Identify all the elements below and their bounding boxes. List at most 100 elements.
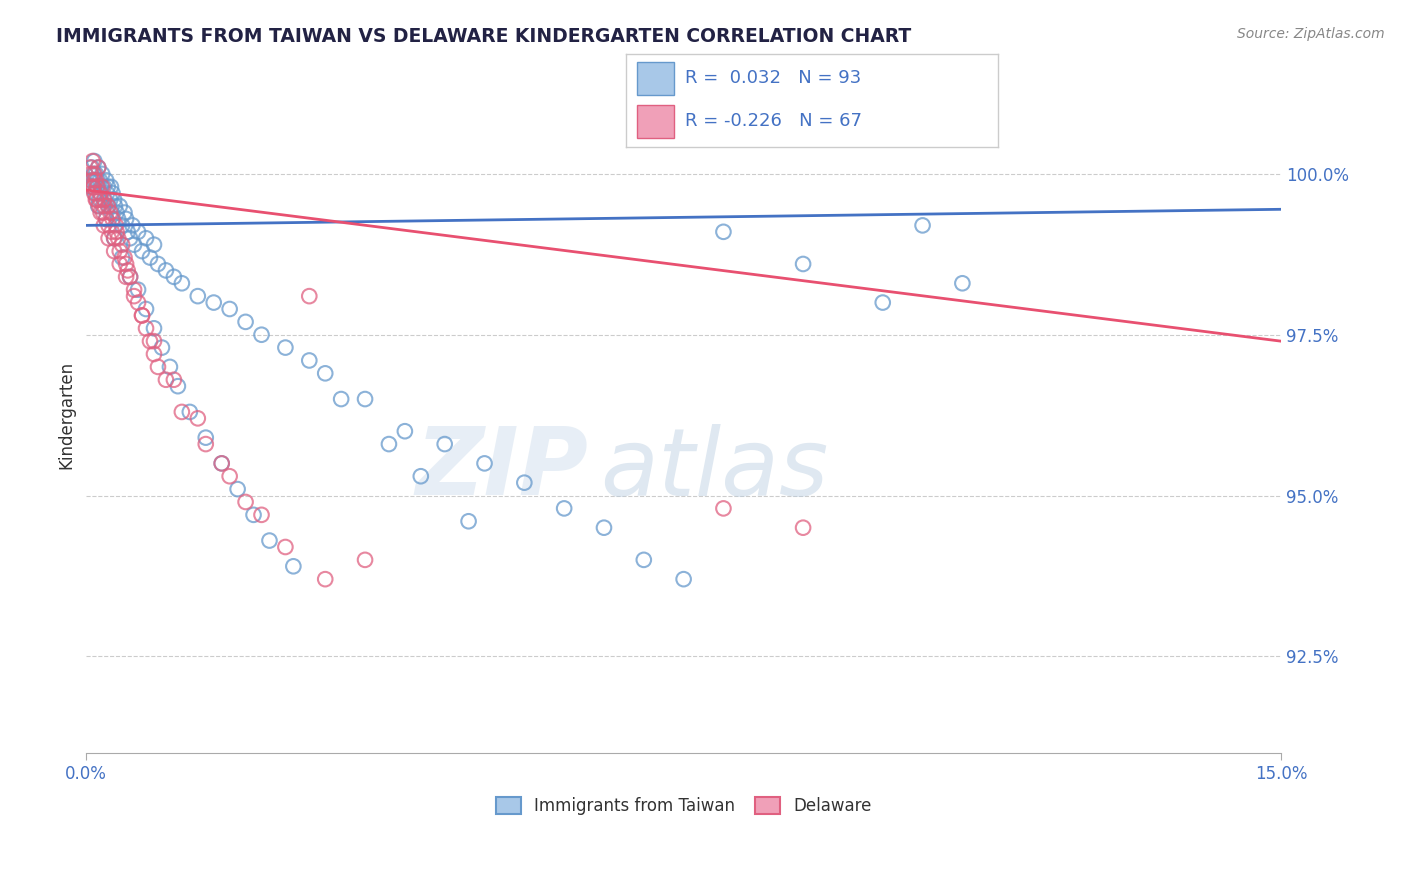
Point (87, 199, 110, 213)
Point (409, 469, 432, 483)
Point (159, 359, 181, 374)
Point (235, 315, 257, 329)
Point (120, 269, 142, 284)
Point (713, 225, 735, 239)
Point (93, 199, 115, 213)
Point (139, 334, 162, 348)
Point (90, 179, 112, 194)
Point (163, 373, 186, 387)
Point (97, 179, 120, 194)
Point (80, 179, 103, 194)
Point (218, 301, 240, 316)
Point (226, 482, 249, 496)
Point (170, 277, 193, 291)
Point (235, 495, 257, 509)
Point (242, 508, 264, 522)
Point (135, 301, 157, 316)
Point (120, 269, 142, 284)
Point (114, 205, 136, 219)
Point (97, 199, 120, 213)
Point (131, 309, 153, 323)
Point (211, 456, 233, 470)
Point (89, 186, 111, 201)
Point (194, 431, 217, 445)
Point (96, 173, 118, 187)
Point (107, 231, 129, 245)
Point (127, 295, 149, 310)
Point (84, 193, 107, 207)
Point (90, 193, 112, 207)
Point (93, 193, 115, 207)
Point (91, 199, 114, 213)
Point (89, 173, 111, 187)
Point (84, 173, 107, 187)
Point (394, 424, 416, 438)
Point (103, 244, 125, 259)
Text: ZIP: ZIP (415, 423, 588, 516)
Point (93, 219, 115, 233)
Point (120, 231, 142, 245)
Point (111, 251, 134, 265)
Point (167, 379, 190, 393)
Point (91, 179, 114, 194)
Point (86, 179, 108, 194)
Point (82, 179, 104, 194)
Point (87, 193, 110, 207)
Point (354, 553, 377, 567)
Point (103, 193, 125, 207)
Point (115, 257, 138, 271)
Point (111, 219, 134, 233)
Point (135, 231, 157, 245)
Point (83, 167, 105, 181)
Point (127, 225, 149, 239)
Point (139, 251, 162, 265)
Text: IMMIGRANTS FROM TAIWAN VS DELAWARE KINDERGARTEN CORRELATION CHART: IMMIGRANTS FROM TAIWAN VS DELAWARE KINDE… (56, 27, 911, 45)
Point (713, 501, 735, 516)
Point (90, 205, 112, 219)
Text: atlas: atlas (600, 424, 828, 515)
Point (93, 179, 115, 194)
Point (80, 173, 103, 187)
Point (457, 514, 479, 528)
Point (314, 572, 336, 586)
Point (250, 508, 273, 522)
Point (122, 237, 145, 252)
Point (146, 257, 169, 271)
Point (101, 225, 124, 239)
Point (354, 392, 377, 406)
Point (82, 179, 104, 194)
Point (218, 469, 240, 483)
Point (135, 321, 157, 335)
Point (108, 244, 131, 259)
Point (86, 193, 108, 207)
Point (108, 257, 131, 271)
Point (121, 219, 143, 233)
Point (115, 269, 138, 284)
Point (96, 186, 118, 201)
Point (911, 219, 934, 233)
Point (83, 154, 105, 169)
Point (131, 244, 153, 259)
Y-axis label: Kindergarten: Kindergarten (58, 361, 75, 469)
Point (155, 373, 177, 387)
Point (86, 179, 108, 194)
Point (115, 211, 138, 226)
Point (105, 205, 128, 219)
Point (143, 321, 166, 335)
Point (298, 353, 321, 368)
Point (83, 186, 105, 201)
Point (155, 263, 177, 277)
Point (93, 193, 115, 207)
Point (194, 437, 217, 451)
Point (433, 437, 456, 451)
Point (127, 283, 149, 297)
Point (633, 553, 655, 567)
Point (82, 167, 104, 181)
Point (86, 173, 108, 187)
Point (105, 225, 128, 239)
Point (84, 167, 107, 181)
Point (82, 179, 104, 194)
Point (97, 231, 120, 245)
Point (97, 199, 120, 213)
Point (170, 405, 193, 419)
